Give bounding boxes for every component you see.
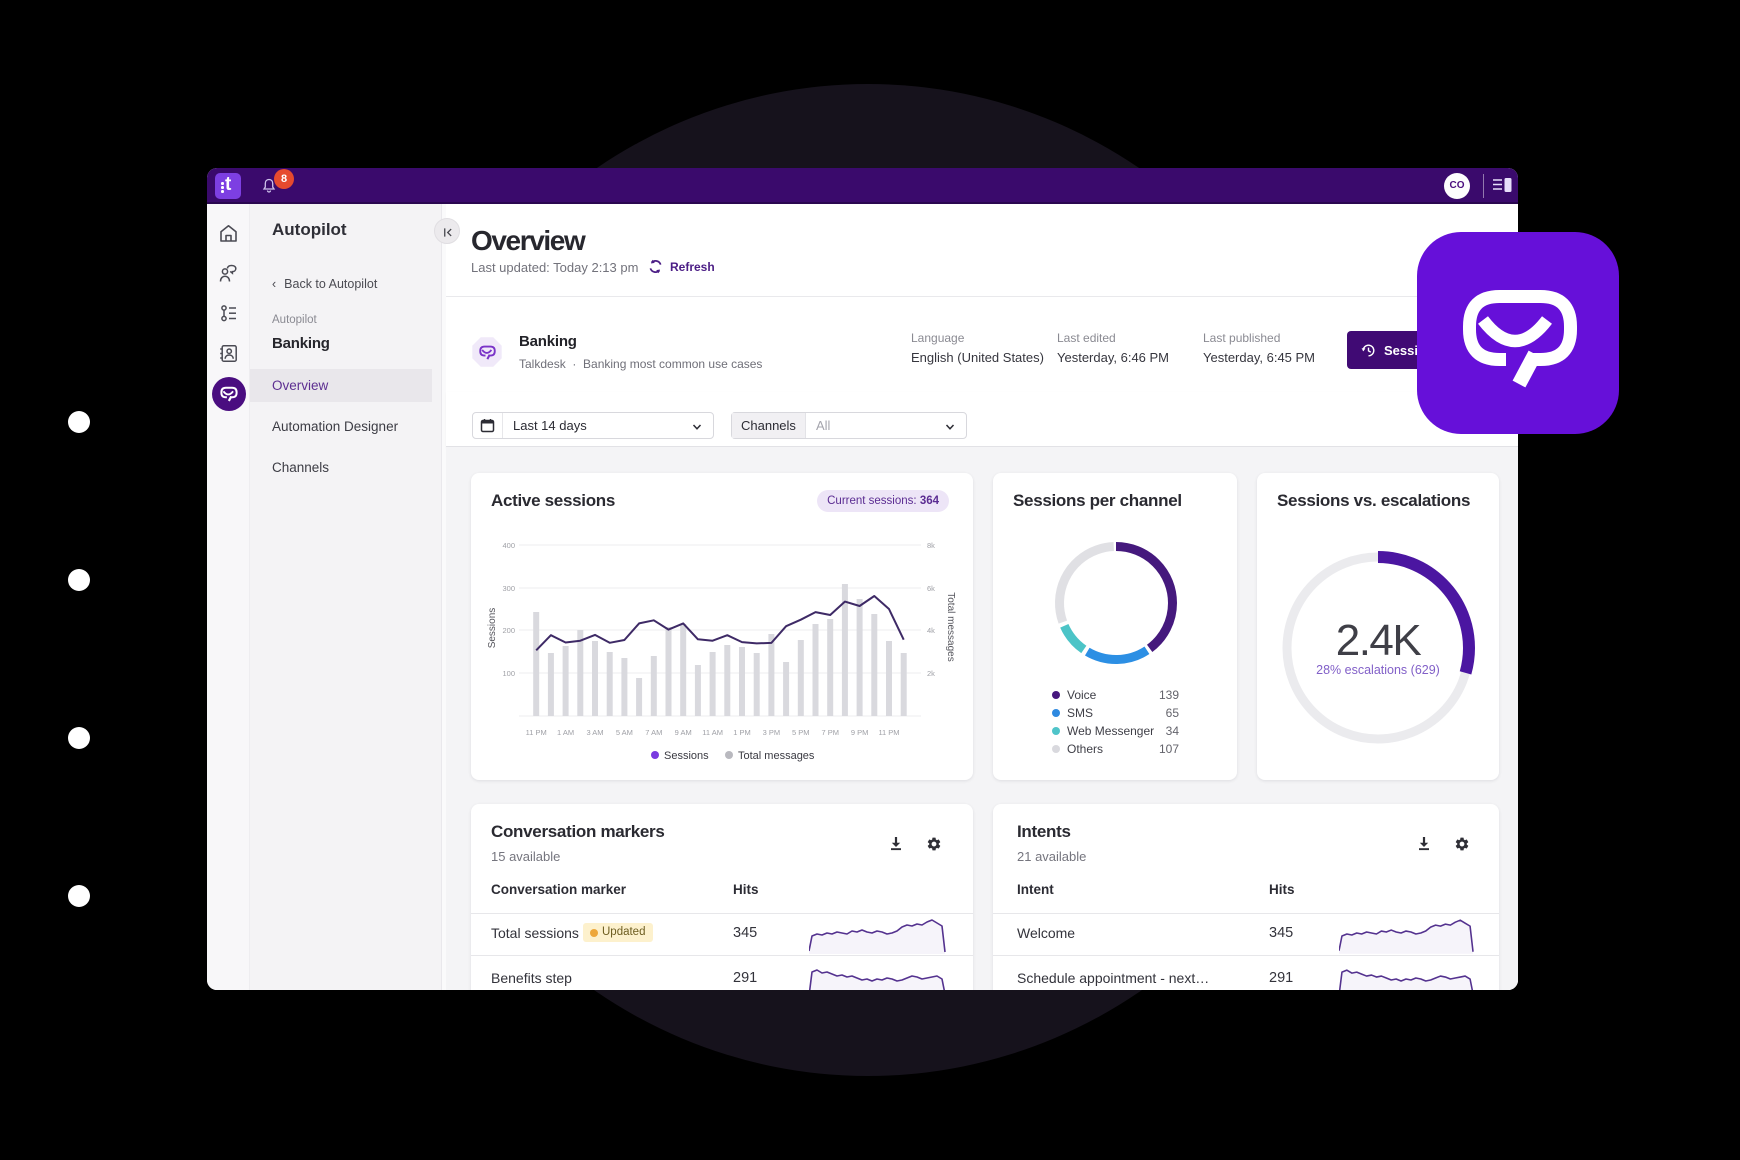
svg-text:300: 300 — [502, 584, 515, 593]
svg-text:7 PM: 7 PM — [821, 728, 839, 737]
svg-text:11 AM: 11 AM — [702, 728, 723, 737]
svg-text:SMS: SMS — [1067, 706, 1093, 720]
svg-text:8k: 8k — [927, 541, 935, 550]
svg-text:34: 34 — [1166, 724, 1180, 738]
svg-text:100: 100 — [502, 669, 515, 678]
svg-text:3 PM: 3 PM — [763, 728, 781, 737]
svg-text:6k: 6k — [927, 584, 935, 593]
svg-text:2.4K: 2.4K — [1336, 616, 1422, 665]
svg-text:1 AM: 1 AM — [557, 728, 574, 737]
svg-text:139: 139 — [1159, 688, 1179, 702]
svg-text:2k: 2k — [927, 669, 935, 678]
svg-text:5 AM: 5 AM — [616, 728, 633, 737]
svg-text:200: 200 — [502, 626, 515, 635]
svg-text:Total messages: Total messages — [738, 750, 815, 762]
svg-text:Total messages: Total messages — [945, 592, 956, 661]
svg-text:3 AM: 3 AM — [586, 728, 603, 737]
svg-text:11 PM: 11 PM — [878, 728, 899, 737]
svg-text:7 AM: 7 AM — [645, 728, 662, 737]
svg-text:Voice: Voice — [1067, 688, 1097, 702]
svg-text:9 PM: 9 PM — [851, 728, 869, 737]
svg-text:400: 400 — [502, 541, 515, 550]
svg-text:28% escalations (629): 28% escalations (629) — [1316, 663, 1440, 677]
svg-text:107: 107 — [1159, 742, 1179, 756]
svg-text:Sessions: Sessions — [487, 608, 498, 649]
svg-text:5 PM: 5 PM — [792, 728, 810, 737]
svg-text:Sessions: Sessions — [664, 750, 709, 762]
svg-text:4k: 4k — [927, 626, 935, 635]
svg-text:9 AM: 9 AM — [675, 728, 692, 737]
svg-text:11 PM: 11 PM — [526, 728, 547, 737]
svg-text:65: 65 — [1166, 706, 1180, 720]
svg-text:1 PM: 1 PM — [733, 728, 751, 737]
svg-text:Others: Others — [1067, 742, 1103, 756]
svg-text:Web Messenger: Web Messenger — [1067, 724, 1154, 738]
